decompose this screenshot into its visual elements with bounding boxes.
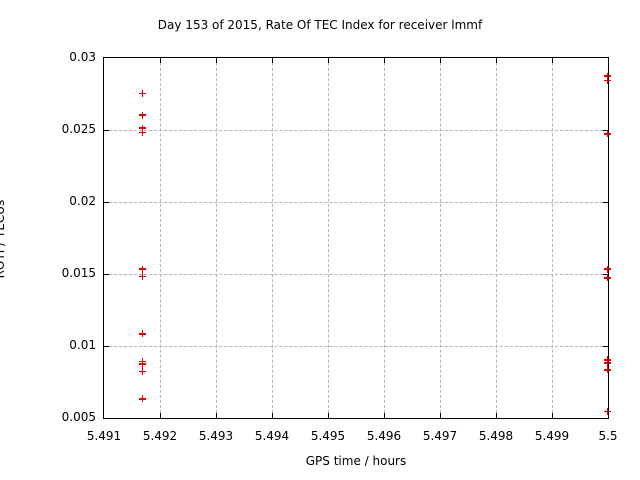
x-tick-label: 5.494 xyxy=(254,429,290,443)
data-point-marker xyxy=(139,360,147,368)
x-tick-label: 5.498 xyxy=(478,429,514,443)
y-tick-mark-left xyxy=(104,130,109,131)
x-gridline xyxy=(383,58,385,418)
x-tick-label: 5.493 xyxy=(198,429,234,443)
marker-vertical-stroke xyxy=(141,90,144,97)
y-tick-label: 0.03 xyxy=(69,50,96,64)
data-point-marker xyxy=(604,130,611,138)
x-tick-mark-bottom xyxy=(440,413,441,418)
marker-vertical-stroke xyxy=(606,130,609,138)
y-tick-mark-left xyxy=(104,274,109,275)
data-point-marker xyxy=(604,274,611,282)
y-tick-label: 0.015 xyxy=(61,266,96,280)
x-gridline xyxy=(495,58,497,418)
marker-vertical-stroke xyxy=(606,408,609,416)
y-tick-label: 0.025 xyxy=(61,122,96,136)
marker-vertical-stroke xyxy=(606,359,609,367)
marker-vertical-stroke xyxy=(141,128,144,136)
marker-vertical-stroke xyxy=(606,274,609,282)
y-tick-mark-right xyxy=(603,130,608,131)
x-tick-mark-top xyxy=(552,58,553,63)
y-tick-label: 0.02 xyxy=(69,194,96,208)
x-gridline xyxy=(327,58,329,418)
x-tick-mark-bottom xyxy=(496,413,497,418)
x-axis-label: GPS time / hours xyxy=(305,454,407,468)
x-tick-mark-top xyxy=(272,58,273,63)
x-gridline xyxy=(551,58,553,418)
data-point-marker xyxy=(604,366,611,374)
chart-title: Day 153 of 2015, Rate Of TEC Index for r… xyxy=(157,18,483,32)
data-point-marker xyxy=(604,77,611,85)
marker-vertical-stroke xyxy=(141,111,144,119)
marker-vertical-stroke xyxy=(141,272,144,280)
x-tick-label: 5.499 xyxy=(534,429,570,443)
marker-vertical-stroke xyxy=(141,330,144,338)
data-point-marker xyxy=(139,330,147,338)
y-gridline xyxy=(104,345,608,347)
x-tick-mark-top xyxy=(216,58,217,63)
x-tick-mark-bottom xyxy=(272,413,273,418)
x-tick-mark-top xyxy=(160,58,161,63)
y-gridline xyxy=(104,201,608,203)
x-tick-label: 5.496 xyxy=(366,429,402,443)
data-point-marker xyxy=(139,395,147,403)
data-point-marker xyxy=(139,272,147,280)
data-point-marker xyxy=(604,408,611,416)
data-point-marker xyxy=(139,111,147,119)
x-gridline xyxy=(215,58,217,418)
plot-area xyxy=(103,57,609,419)
x-tick-mark-bottom xyxy=(216,413,217,418)
marker-vertical-stroke xyxy=(606,366,609,374)
x-tick-mark-bottom xyxy=(552,413,553,418)
y-tick-mark-right xyxy=(603,202,608,203)
marker-vertical-stroke xyxy=(141,360,144,368)
x-gridline xyxy=(271,58,273,418)
marker-vertical-stroke xyxy=(141,124,144,132)
x-gridline xyxy=(439,58,441,418)
y-tick-mark-right xyxy=(603,346,608,347)
data-point-marker xyxy=(139,367,147,375)
x-tick-mark-top xyxy=(328,58,329,63)
marker-vertical-stroke xyxy=(606,265,609,273)
marker-vertical-stroke xyxy=(141,395,144,403)
data-point-marker xyxy=(139,128,147,136)
x-tick-mark-bottom xyxy=(384,413,385,418)
x-tick-mark-top xyxy=(384,58,385,63)
data-point-marker xyxy=(604,265,611,273)
x-tick-label: 5.492 xyxy=(142,429,178,443)
marker-vertical-stroke xyxy=(141,265,144,273)
marker-vertical-stroke xyxy=(606,77,609,85)
x-tick-mark-top xyxy=(440,58,441,63)
marker-vertical-stroke xyxy=(606,72,609,80)
data-point-marker xyxy=(139,265,147,273)
x-tick-label: 5.5 xyxy=(598,429,618,443)
x-tick-label: 5.495 xyxy=(310,429,346,443)
data-point-marker xyxy=(604,359,611,367)
y-gridline xyxy=(104,273,608,275)
y-tick-mark-left xyxy=(104,346,109,347)
y-gridline xyxy=(104,129,608,131)
marker-vertical-stroke xyxy=(141,367,144,375)
x-tick-mark-bottom xyxy=(160,413,161,418)
y-tick-mark-right xyxy=(603,274,608,275)
data-point-marker xyxy=(139,124,147,132)
y-tick-mark-left xyxy=(104,202,109,203)
x-tick-label: 5.497 xyxy=(422,429,458,443)
y-tick-label: 0.01 xyxy=(69,338,96,352)
data-point-marker xyxy=(139,90,147,97)
x-tick-mark-bottom xyxy=(328,413,329,418)
x-gridline xyxy=(159,58,161,418)
x-tick-mark-top xyxy=(496,58,497,63)
y-tick-label: 0.005 xyxy=(61,410,96,424)
x-tick-label: 5.491 xyxy=(86,429,122,443)
data-point-marker xyxy=(604,72,611,80)
